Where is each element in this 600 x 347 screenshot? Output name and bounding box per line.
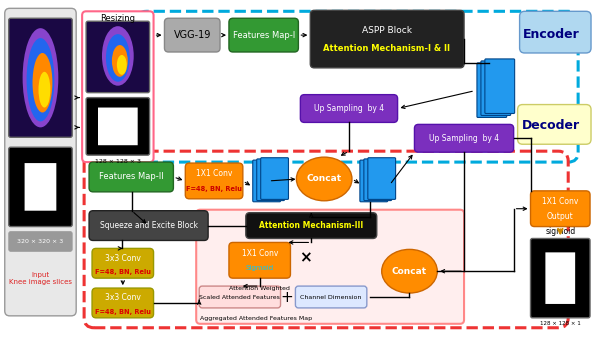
Text: Squeeze and Excite Block: Squeeze and Excite Block	[100, 221, 197, 230]
FancyBboxPatch shape	[260, 158, 289, 200]
FancyBboxPatch shape	[86, 98, 149, 155]
FancyBboxPatch shape	[196, 210, 464, 324]
FancyBboxPatch shape	[364, 159, 392, 201]
FancyBboxPatch shape	[485, 59, 515, 113]
Text: Up Sampling  by 4: Up Sampling by 4	[429, 134, 499, 143]
Text: F=48, BN, Relu: F=48, BN, Relu	[95, 269, 151, 275]
Ellipse shape	[23, 28, 58, 127]
Text: Attention Mechanism-I & II: Attention Mechanism-I & II	[323, 43, 450, 52]
FancyBboxPatch shape	[98, 108, 137, 145]
FancyBboxPatch shape	[360, 160, 388, 202]
Text: Attention Mechanism-III: Attention Mechanism-III	[259, 221, 364, 230]
FancyBboxPatch shape	[518, 104, 591, 144]
FancyBboxPatch shape	[415, 124, 514, 152]
Text: Concat: Concat	[392, 267, 427, 276]
Ellipse shape	[117, 55, 127, 75]
Ellipse shape	[26, 38, 55, 121]
Ellipse shape	[106, 34, 130, 82]
FancyBboxPatch shape	[5, 8, 76, 316]
Ellipse shape	[38, 72, 50, 108]
Text: Encoder: Encoder	[523, 28, 580, 41]
FancyBboxPatch shape	[199, 286, 281, 308]
Text: +: +	[280, 289, 293, 305]
FancyBboxPatch shape	[246, 213, 377, 238]
FancyBboxPatch shape	[185, 163, 243, 199]
Text: 3x3 Conv: 3x3 Conv	[105, 254, 141, 263]
FancyBboxPatch shape	[481, 61, 511, 116]
Text: sigmoid: sigmoid	[545, 227, 575, 236]
Ellipse shape	[102, 26, 134, 86]
Text: Concat: Concat	[307, 175, 342, 184]
FancyBboxPatch shape	[9, 18, 72, 137]
Text: 128 × 128 × 1: 128 × 128 × 1	[540, 321, 581, 326]
Text: F=48, BN, Relu: F=48, BN, Relu	[186, 186, 242, 192]
FancyBboxPatch shape	[82, 11, 154, 162]
FancyBboxPatch shape	[257, 159, 284, 201]
Ellipse shape	[32, 53, 52, 112]
FancyBboxPatch shape	[9, 231, 72, 251]
Text: Features Map-II: Features Map-II	[100, 172, 164, 181]
FancyBboxPatch shape	[295, 286, 367, 308]
Text: 1X1 Conv: 1X1 Conv	[242, 249, 278, 258]
Text: Resizing: Resizing	[100, 14, 136, 23]
FancyBboxPatch shape	[89, 211, 208, 240]
FancyBboxPatch shape	[310, 10, 464, 68]
Ellipse shape	[112, 45, 128, 77]
FancyBboxPatch shape	[25, 163, 56, 211]
Text: ×: ×	[299, 251, 312, 266]
FancyBboxPatch shape	[477, 63, 507, 117]
Text: 3x3 Conv: 3x3 Conv	[105, 294, 141, 303]
FancyBboxPatch shape	[368, 158, 395, 200]
FancyBboxPatch shape	[520, 11, 591, 53]
Text: Attention Weighted: Attention Weighted	[229, 286, 290, 290]
Text: F=48, BN, Relu: F=48, BN, Relu	[95, 309, 151, 315]
FancyBboxPatch shape	[9, 147, 72, 227]
Ellipse shape	[382, 249, 437, 293]
Text: Features Map-I: Features Map-I	[233, 31, 295, 40]
Text: Input
Knee image slices: Input Knee image slices	[9, 272, 72, 285]
Ellipse shape	[296, 157, 352, 201]
FancyBboxPatch shape	[253, 160, 281, 202]
Text: Output: Output	[547, 212, 574, 221]
Text: VGG-19: VGG-19	[173, 30, 211, 40]
Text: 1X1 Conv: 1X1 Conv	[542, 197, 578, 206]
Text: 1X1 Conv: 1X1 Conv	[196, 169, 232, 178]
Text: 128 × 128 × 3: 128 × 128 × 3	[95, 159, 141, 163]
Text: Up Sampling  by 4: Up Sampling by 4	[314, 104, 384, 113]
FancyBboxPatch shape	[86, 21, 149, 93]
Text: Decoder: Decoder	[522, 119, 580, 132]
FancyBboxPatch shape	[545, 252, 575, 304]
FancyBboxPatch shape	[301, 95, 398, 122]
FancyBboxPatch shape	[229, 243, 290, 278]
FancyBboxPatch shape	[530, 238, 590, 318]
FancyBboxPatch shape	[92, 248, 154, 278]
Text: Sigmoid: Sigmoid	[245, 265, 274, 271]
Text: Aggregated Attended Features Map: Aggregated Attended Features Map	[200, 316, 312, 321]
Text: ASPP Block: ASPP Block	[362, 26, 412, 35]
Text: Channel Dimension: Channel Dimension	[301, 295, 362, 299]
Text: Scaled Attended Features: Scaled Attended Features	[199, 295, 280, 299]
FancyBboxPatch shape	[229, 18, 298, 52]
Text: 320 × 320 × 3: 320 × 320 × 3	[17, 239, 64, 244]
FancyBboxPatch shape	[530, 191, 590, 227]
FancyBboxPatch shape	[92, 288, 154, 318]
FancyBboxPatch shape	[164, 18, 220, 52]
FancyBboxPatch shape	[89, 162, 173, 192]
